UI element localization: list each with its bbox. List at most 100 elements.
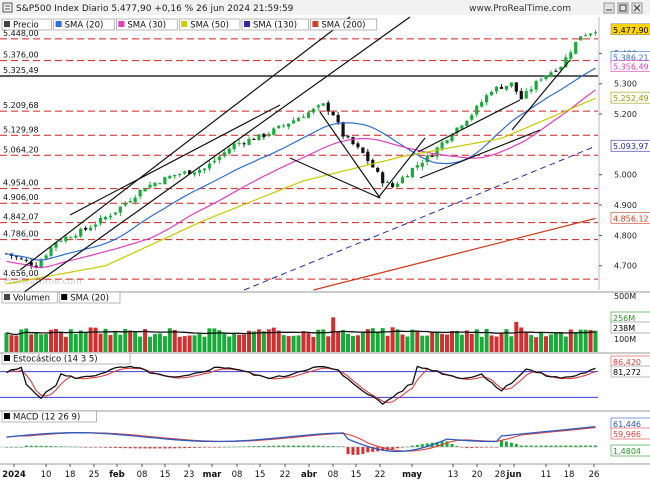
- volume-bar: [29, 334, 34, 352]
- sma20-line: [6, 67, 596, 261]
- volume-bar: [177, 336, 182, 352]
- trendline-6: [417, 99, 521, 153]
- candle-body: [405, 175, 410, 178]
- watermark: ProRealTime.com: [4, 277, 82, 287]
- macd-histogram-bar: [287, 445, 291, 447]
- candle-body: [485, 95, 489, 103]
- volume-bar: [44, 334, 49, 352]
- minimize-icon[interactable]: [603, 2, 615, 14]
- candle-body: [222, 152, 226, 156]
- candle-body: [425, 155, 429, 163]
- price-legend-item-1-box: [53, 18, 115, 31]
- volume-bar: [187, 335, 192, 352]
- candle-body: [588, 33, 593, 36]
- candle-body: [559, 66, 563, 70]
- volume-axis-label-0: 500M: [614, 292, 636, 301]
- candle-body: [465, 120, 469, 126]
- macd-histogram-bar: [326, 445, 330, 447]
- price-value-tag-1-label: 5.386,21: [613, 54, 649, 63]
- volume-bar: [291, 335, 296, 352]
- maximize-icon[interactable]: [617, 2, 629, 14]
- candle-body: [168, 176, 172, 179]
- macd-histogram-bar: [34, 445, 38, 447]
- macd-histogram-bar: [242, 446, 246, 447]
- volume-legend-item-1-swatch: [61, 294, 68, 300]
- volume-bar: [524, 332, 529, 352]
- macd-histogram-bar: [524, 445, 528, 447]
- macd-histogram-bar: [321, 445, 325, 447]
- candle-body: [113, 212, 117, 215]
- close-icon[interactable]: [631, 2, 643, 14]
- macd-histogram-bar: [123, 447, 127, 449]
- macd-bg: [0, 411, 650, 463]
- trendline-4: [319, 111, 381, 199]
- candle-body: [54, 242, 58, 248]
- candle-body: [311, 108, 315, 113]
- macd-tag-1-label: 59,966: [613, 430, 641, 439]
- macd-histogram-bar: [193, 447, 197, 448]
- sma50-line: [6, 97, 596, 285]
- volume-bar: [247, 330, 252, 352]
- macd-histogram-bar: [559, 445, 563, 447]
- candle-body: [529, 89, 533, 92]
- sma130-line: [243, 145, 596, 291]
- candle-body: [277, 125, 281, 129]
- price-legend-item-1-label: SMA (20): [65, 21, 104, 31]
- volume-bar: [138, 336, 143, 352]
- stochastic-signal-line: [6, 367, 596, 404]
- candle-body: [440, 142, 444, 149]
- candle-body: [420, 162, 424, 167]
- price-legend-item-2-box: [116, 18, 178, 31]
- volume-axis-label-3: 100M: [614, 335, 636, 344]
- volume-bar: [558, 332, 563, 352]
- x-tick-label-13: 08: [328, 470, 339, 480]
- volume-tag-1-label: 238M: [613, 324, 635, 333]
- candle-body: [336, 114, 340, 123]
- candle-body: [544, 75, 548, 80]
- candle-body: [395, 183, 400, 188]
- candle-body: [296, 118, 301, 122]
- volume-bar: [311, 336, 316, 352]
- macd-histogram-bar: [202, 447, 206, 448]
- volume-bar: [152, 334, 157, 352]
- macd-histogram-bar: [450, 443, 454, 447]
- volume-bar: [83, 331, 88, 352]
- x-tick-label-19: 28: [495, 470, 506, 480]
- volume-bar: [514, 321, 519, 352]
- candle-body: [361, 147, 365, 153]
- macd-histogram-bar: [549, 445, 553, 447]
- volume-bar: [192, 335, 197, 352]
- macd-histogram-bar: [148, 447, 152, 449]
- x-tick-label-15: 22: [375, 470, 386, 480]
- app-menu-icon[interactable]: [2, 2, 13, 13]
- candle-body: [79, 228, 83, 237]
- macd-histogram-bar: [435, 442, 439, 447]
- macd-histogram-bar: [282, 445, 286, 447]
- macd-histogram-bar: [465, 447, 469, 449]
- volume-bar: [301, 331, 306, 352]
- volume-bar: [484, 328, 489, 352]
- header-bar: S&P500 Index Diario 5.477,90 +0,16 % 26 …: [0, 0, 650, 15]
- volume-bar: [326, 336, 331, 352]
- candle-body: [539, 79, 543, 81]
- candle-body: [579, 36, 583, 41]
- candle-body: [19, 258, 23, 260]
- x-tick-label-18: 20: [472, 470, 483, 480]
- candle-body: [306, 112, 311, 118]
- macd-histogram-bar: [564, 445, 568, 447]
- macd-histogram-bar: [252, 446, 256, 447]
- candle-body: [386, 182, 390, 184]
- macd-histogram-bar: [331, 446, 335, 447]
- price-tick-label-3: 5.000: [614, 171, 637, 180]
- candle-body: [534, 80, 538, 90]
- macd-histogram-bar: [351, 447, 355, 455]
- macd-histogram-bar: [371, 447, 375, 452]
- macd-histogram-bar: [103, 447, 107, 448]
- macd-histogram-bar: [262, 445, 266, 447]
- candle-body: [519, 91, 523, 100]
- candle-body: [49, 247, 53, 256]
- macd-histogram-bar: [138, 447, 142, 449]
- candle-body: [504, 85, 509, 90]
- price-value-tag-0-label: 5.477,90: [613, 26, 649, 35]
